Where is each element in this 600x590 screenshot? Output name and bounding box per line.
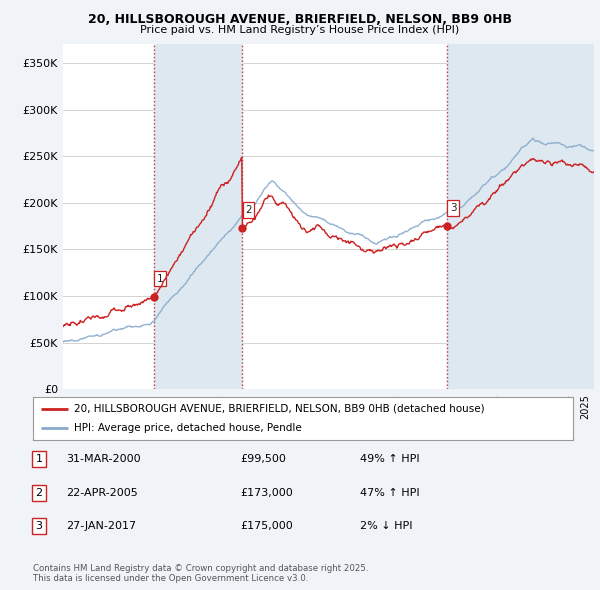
Text: 20, HILLSBOROUGH AVENUE, BRIERFIELD, NELSON, BB9 0HB: 20, HILLSBOROUGH AVENUE, BRIERFIELD, NEL… [88,13,512,26]
Text: £175,000: £175,000 [240,522,293,531]
Text: 3: 3 [35,522,43,531]
Bar [447,44,594,389]
Text: 27-JAN-2017: 27-JAN-2017 [66,522,136,531]
Text: Contains HM Land Registry data © Crown copyright and database right 2025.
This d: Contains HM Land Registry data © Crown c… [33,563,368,583]
Text: 3: 3 [450,203,457,213]
Text: 31-MAR-2000: 31-MAR-2000 [66,454,140,464]
Point [238,223,247,232]
Text: 49% ↑ HPI: 49% ↑ HPI [360,454,419,464]
Text: HPI: Average price, detached house, Pendle: HPI: Average price, detached house, Pend… [74,423,301,433]
Text: 2% ↓ HPI: 2% ↓ HPI [360,522,413,531]
Point [442,221,452,231]
Text: 2: 2 [245,205,252,215]
Text: £99,500: £99,500 [240,454,286,464]
Text: 20, HILLSBOROUGH AVENUE, BRIERFIELD, NELSON, BB9 0HB (detached house): 20, HILLSBOROUGH AVENUE, BRIERFIELD, NEL… [74,404,484,414]
Text: 1: 1 [157,274,164,284]
Text: 1: 1 [35,454,43,464]
Text: 47% ↑ HPI: 47% ↑ HPI [360,488,419,497]
Text: 22-APR-2005: 22-APR-2005 [66,488,138,497]
Bar [154,44,242,389]
Text: Price paid vs. HM Land Registry’s House Price Index (HPI): Price paid vs. HM Land Registry’s House … [140,25,460,35]
Text: 2: 2 [35,488,43,497]
Text: £173,000: £173,000 [240,488,293,497]
Point [149,292,159,301]
